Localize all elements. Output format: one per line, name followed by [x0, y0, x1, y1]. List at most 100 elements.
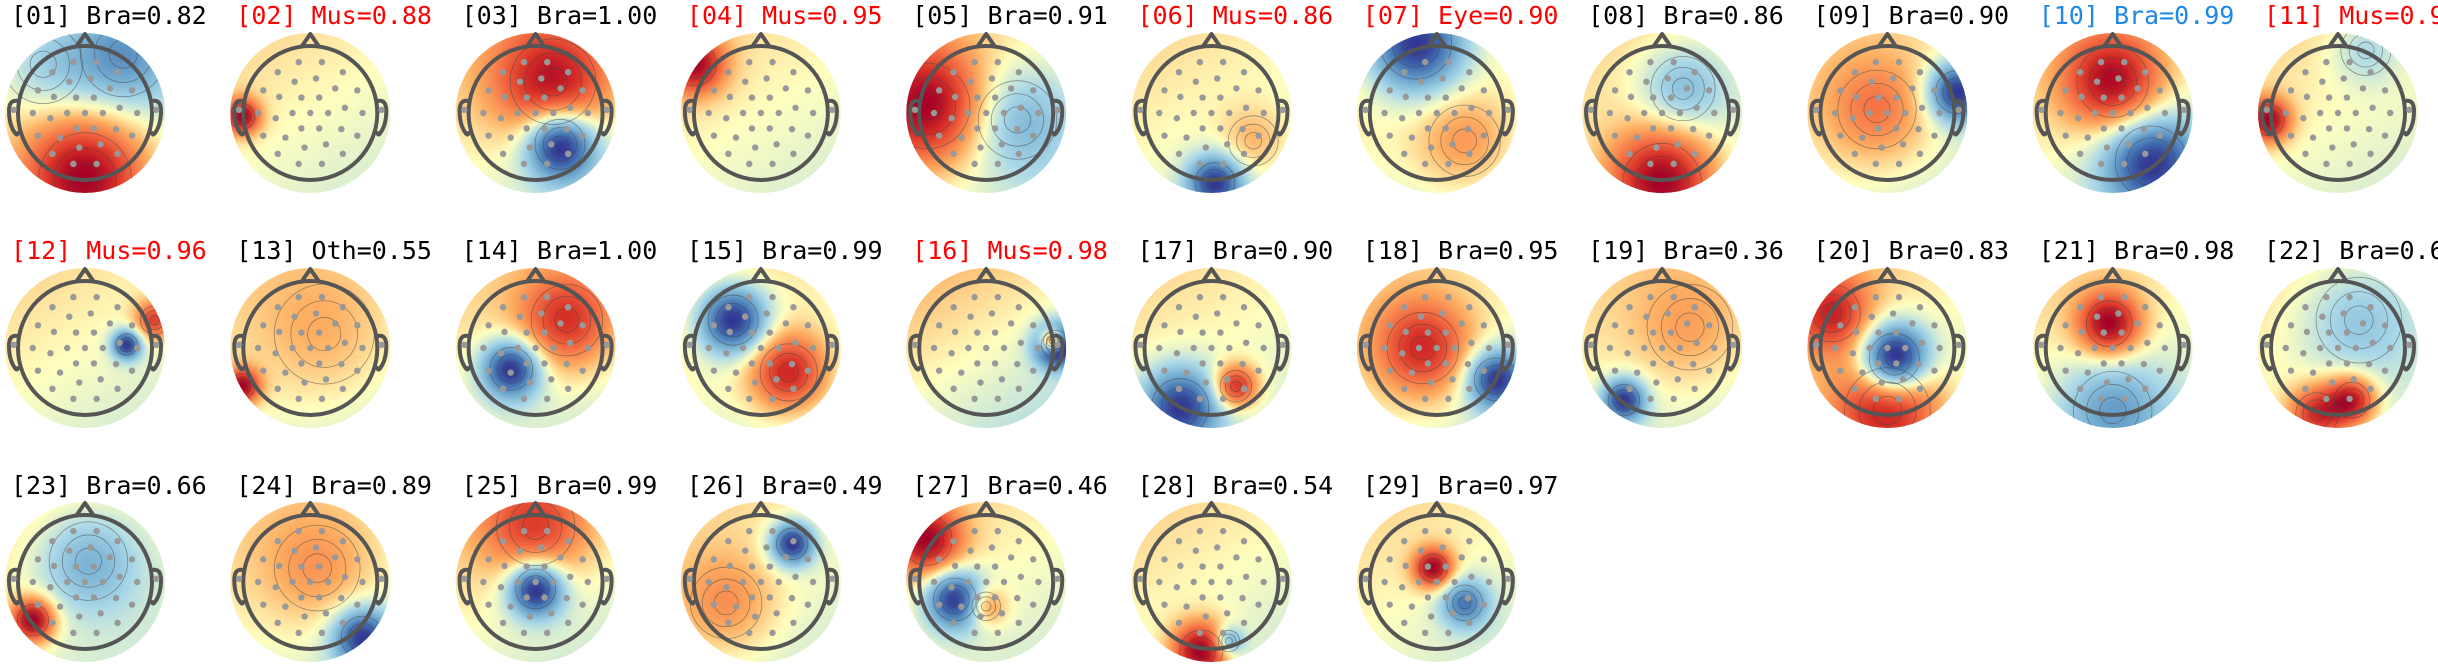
sensor-dot: [1007, 320, 1015, 327]
sensor-dot: [1451, 578, 1458, 586]
sensor-dot: [974, 563, 981, 570]
sensor-dot: [316, 94, 323, 101]
sensor-dot: [1226, 578, 1233, 586]
sensor-dot: [1624, 115, 1631, 122]
sensor-dot: [2302, 68, 2309, 76]
head-ear-left: [457, 567, 471, 606]
sensor-dot: [1260, 344, 1267, 352]
sensor-dot: [1242, 339, 1250, 346]
sensor-dot: [106, 320, 114, 327]
sensor-dot: [1859, 369, 1866, 376]
sensor-dot: [2300, 350, 2307, 357]
sensor-dot: [1030, 601, 1037, 608]
head-nose: [1876, 32, 1899, 49]
contour-line: [29, 50, 57, 78]
sensor-dot: [2115, 75, 2122, 82]
sensor-dot: [1851, 385, 1859, 393]
topomap-13: [13] Oth=0.55: [230, 236, 432, 428]
head-ear-right: [1727, 98, 1741, 137]
sensor-dot: [994, 160, 1002, 168]
head-nose: [1426, 267, 1448, 284]
sensor-dot: [499, 537, 507, 545]
sensor-dot: [301, 613, 308, 620]
sensor-dot: [523, 125, 530, 132]
sensor-dot: [950, 537, 957, 545]
sensor-dot: [1611, 322, 1619, 329]
topomap-01: [01] Bra=0.82: [5, 1, 207, 193]
sensor-dot: [63, 344, 71, 352]
sensor-dot: [378, 575, 385, 583]
sensor-dot: [1649, 360, 1657, 367]
sensor-dot: [792, 339, 799, 346]
sensor-dot: [295, 293, 302, 301]
sensor-dot: [2084, 134, 2091, 141]
contour-line: [2344, 305, 2374, 335]
sensor-dot: [1199, 563, 1206, 570]
sensor-dot: [2118, 329, 2125, 336]
sensor-dot: [1480, 132, 1488, 139]
head-outline: [1593, 44, 1732, 182]
topomap-title: [06] Mus=0.86: [1138, 1, 1334, 30]
sensor-dot: [544, 293, 551, 301]
sensor-dot: [338, 594, 345, 602]
sensor-dot: [1875, 329, 1882, 336]
sensor-dot: [34, 601, 42, 608]
sensor-dot: [128, 556, 136, 563]
sensor-dot: [1408, 603, 1416, 610]
sensor-dot: [66, 78, 73, 85]
sensor-dot: [958, 134, 965, 141]
sensor-dot: [1875, 94, 1882, 101]
contour-line: [2085, 300, 2133, 347]
sensor-dot: [2365, 125, 2373, 133]
topomap-title: [15] Bra=0.99: [687, 236, 883, 265]
sensor-dot: [1889, 310, 1897, 317]
contour-line: [503, 361, 519, 377]
sensor-dot: [1606, 344, 1614, 352]
head-outline: [2269, 44, 2407, 182]
sensor-dot: [2062, 87, 2069, 94]
sensor-dot: [1449, 141, 1456, 148]
sensor-dot: [76, 379, 83, 386]
contour-line: [2099, 397, 2127, 425]
sensor-dot: [1255, 87, 1262, 94]
sensor-dot: [1381, 109, 1388, 117]
sensor-dot: [254, 344, 262, 352]
sensor-dot: [725, 619, 732, 627]
sensor-dot: [90, 94, 98, 101]
sensor-dot: [260, 87, 267, 94]
sensor-dot: [1175, 150, 1183, 158]
sensor-dot: [72, 125, 80, 132]
contour-line: [707, 294, 759, 346]
sensor-dot: [988, 75, 996, 82]
sensor-dot: [1875, 125, 1882, 132]
sensor-dot: [769, 160, 776, 168]
sensor-dot: [1401, 68, 1408, 76]
sensor-dot: [1030, 132, 1037, 139]
sensor-dot: [2076, 303, 2084, 311]
sensor-dot: [1408, 369, 1416, 376]
sensor-dot: [291, 78, 298, 85]
sensor-dot: [809, 344, 817, 352]
sensor-dot: [1054, 575, 1061, 583]
head-ear-left: [2034, 333, 2048, 372]
topomap-title: [25] Bra=0.99: [462, 471, 658, 500]
sensor-dot: [2323, 58, 2330, 66]
contour-line: [1452, 128, 1477, 154]
head-outline: [1593, 279, 1732, 417]
sensor-dot: [2303, 93, 2311, 101]
topomap-title: [28] Bra=0.54: [1138, 471, 1334, 500]
sensor-dot: [563, 360, 570, 368]
sensor-dot: [579, 87, 586, 94]
sensor-dot: [548, 610, 555, 617]
sensor-dot: [557, 320, 564, 327]
contour-line: [947, 591, 963, 607]
sensor-dot: [1649, 94, 1657, 101]
sensor-dot: [1647, 58, 1654, 66]
sensor-dot: [1415, 344, 1423, 352]
head-outline: [466, 44, 605, 182]
sensor-dot: [90, 594, 98, 601]
sensor-dot: [10, 341, 17, 349]
sensor-dot: [1626, 385, 1633, 393]
topomap-05: [05] Bra=0.91: [906, 1, 1108, 193]
sensor-dot: [324, 344, 332, 352]
